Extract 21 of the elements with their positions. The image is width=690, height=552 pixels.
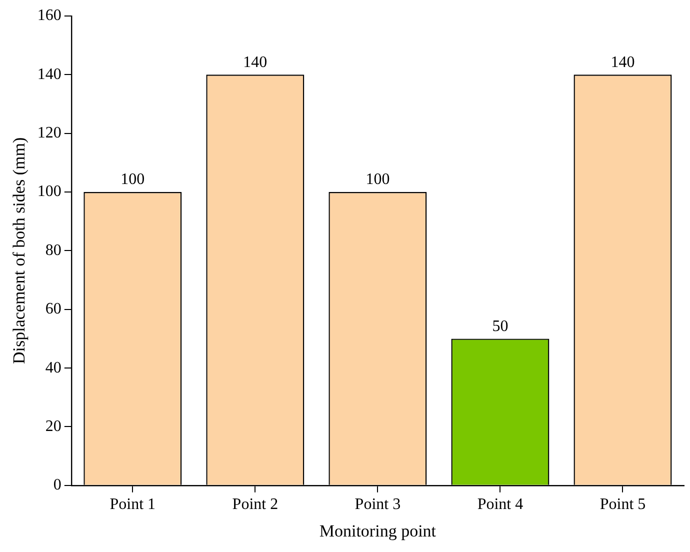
y-axis-title: Displacement of both sides (mm) [10,137,29,364]
data-label: 50 [492,318,508,335]
x-tick-label: Point 5 [600,496,646,514]
x-tick-label: Point 3 [354,496,401,514]
data-label: 140 [610,54,635,71]
x-tick-label: Point 2 [232,496,278,514]
y-tick-label: 140 [37,66,62,83]
x-tick-label: Point 1 [110,496,156,514]
y-tick-label: 100 [37,183,62,200]
x-axis-title: Monitoring point [319,521,436,540]
y-tick-label: 80 [45,242,62,259]
y-tick-label: 60 [45,300,62,318]
data-label: 140 [243,54,268,71]
data-label: 100 [366,171,390,188]
y-tick-label: 20 [45,418,62,435]
x-tick-label: Point 4 [477,496,524,514]
y-tick-label: 160 [37,7,62,24]
data-label: 100 [120,171,145,188]
y-tick-label: 120 [37,124,62,142]
y-tick-label: 0 [53,476,62,494]
y-tick-label: 40 [45,359,62,376]
